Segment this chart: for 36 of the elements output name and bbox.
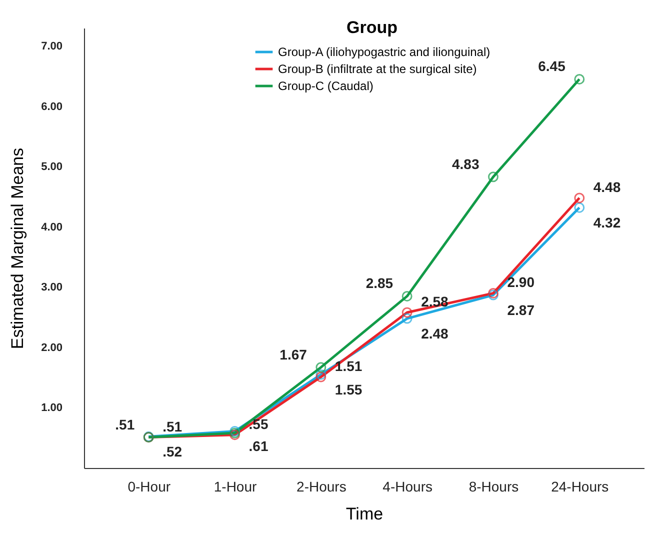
data-label: 2.87	[507, 302, 535, 318]
legend-label: Group-A (iliohypogastric and ilionguinal)	[278, 45, 490, 59]
data-label: .51	[115, 416, 135, 432]
data-label: .61	[248, 438, 268, 454]
data-label: 1.67	[280, 346, 308, 362]
x-tick-label: 0-Hour	[128, 478, 171, 494]
data-label: 2.58	[421, 293, 449, 310]
x-tick-label: 2-Hours	[296, 478, 346, 494]
data-label: 4.83	[452, 156, 480, 172]
data-label: 4.48	[593, 178, 621, 195]
y-tick-label: 5.00	[41, 161, 62, 174]
legend-label: Group-C (Caudal)	[278, 79, 374, 93]
data-label: 2.85	[366, 275, 394, 292]
y-tick-label: 6.00	[41, 100, 62, 113]
x-tick-label: 1-Hour	[214, 478, 257, 494]
y-axis-title: Estimated Marginal Means	[8, 148, 28, 350]
data-label: .51	[162, 418, 182, 434]
data-label: 1.55	[334, 382, 362, 398]
data-label: .55	[248, 416, 268, 432]
x-axis-title: Time	[346, 504, 384, 524]
data-label: .52	[162, 444, 182, 460]
legend-label: Group-B (infiltrate at the surgical site)	[278, 62, 477, 76]
data-label: 6.45	[538, 58, 566, 74]
x-tick-label: 8-Hours	[468, 478, 519, 494]
y-tick-label: 2.00	[41, 342, 62, 354]
data-label: 2.48	[421, 326, 449, 342]
x-tick-label: 24-Hours	[551, 478, 609, 494]
y-tick-label: 3.00	[41, 282, 62, 294]
y-tick-label: 1.00	[41, 402, 62, 414]
legend-title: Group	[346, 18, 398, 37]
data-label: 4.32	[593, 214, 621, 231]
data-label: 1.51	[334, 358, 362, 374]
y-tick-label: 7.00	[41, 40, 62, 53]
y-tick-label: 4.00	[41, 221, 62, 234]
data-label: 2.90	[507, 274, 535, 290]
x-tick-label: 4-Hours	[382, 478, 432, 494]
